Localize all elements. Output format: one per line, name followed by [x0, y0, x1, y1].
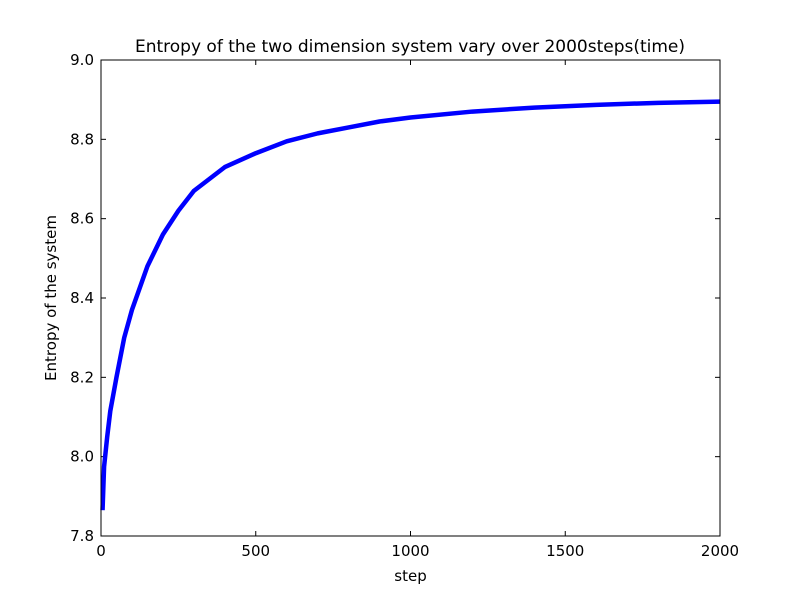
x-axis-ticks: 0 500 1000 1500 2000	[96, 60, 739, 560]
y-tick-label: 8.4	[70, 289, 94, 307]
series-layer	[100, 99, 721, 511]
entropy-series-line	[100, 99, 721, 511]
y-tick-label: 8.0	[70, 448, 94, 466]
y-axis-ticks: 7.8 8.0 8.2 8.4 8.6 8.8 9.0	[70, 51, 720, 545]
x-tick-label: 0	[96, 542, 106, 560]
y-tick-label: 8.8	[70, 130, 94, 148]
y-tick-label: 9.0	[70, 51, 94, 69]
y-tick-label: 8.2	[70, 368, 94, 386]
x-tick-label: 2000	[701, 542, 739, 560]
x-tick-label: 1000	[391, 542, 429, 560]
plot-frame	[100, 59, 721, 537]
y-tick-label: 8.6	[70, 210, 94, 228]
chart-title: Entropy of the two dimension system vary…	[135, 37, 685, 57]
x-axis-label: step	[394, 567, 426, 585]
x-tick-label: 500	[241, 542, 270, 560]
y-axis-label: Entropy of the system	[42, 215, 60, 381]
x-tick-label: 1500	[546, 542, 584, 560]
y-tick-label: 7.8	[70, 527, 94, 545]
